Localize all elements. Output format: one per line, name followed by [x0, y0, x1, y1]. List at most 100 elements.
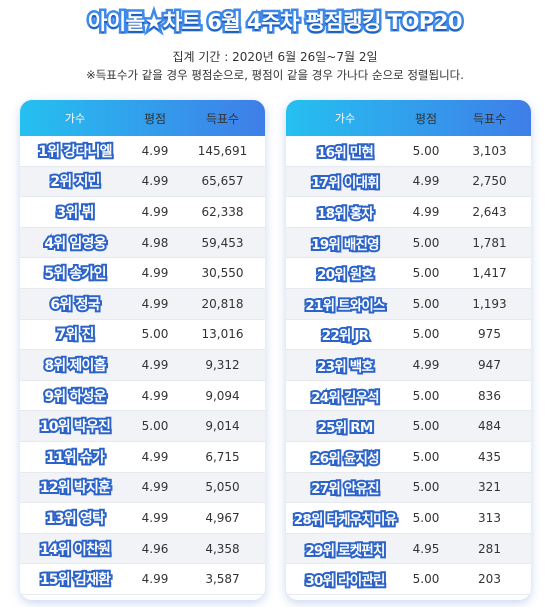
votes-value-cell: 4,358 — [180, 542, 265, 556]
rating-value-cell: 5.00 — [404, 511, 448, 525]
rating-value: 4.99 — [141, 174, 169, 189]
votes-value-cell: 145,691 — [180, 144, 265, 158]
votes-value: 1,781 — [472, 235, 507, 250]
votes-value-cell: 13,016 — [180, 327, 265, 341]
singer-name: 21위 트와이스 — [303, 296, 387, 316]
singer-name: 7위 진 — [54, 325, 96, 345]
singer-name: 1위 강다니엘 — [36, 142, 114, 162]
votes-value: 2,643 — [472, 204, 507, 219]
rating-value-cell: 5.00 — [404, 450, 448, 464]
votes-value: 1,193 — [472, 296, 507, 311]
header-singer: 가수 — [334, 112, 356, 125]
singer-name-cell: 26위 윤지성 — [286, 447, 404, 469]
rating-value: 4.95 — [412, 541, 440, 556]
period-text: 집계 기간 : 2020년 6월 26일~7월 2일 — [172, 50, 378, 64]
rating-value: 4.99 — [141, 480, 169, 495]
singer-name: 4위 임영웅 — [42, 234, 108, 254]
rating-value: 4.99 — [141, 296, 169, 311]
singer-name-cell: 19위 배진영 — [286, 233, 404, 255]
votes-value: 2,750 — [472, 174, 507, 189]
table-row: 29위 로켓펀치 4.95 281 — [286, 533, 531, 565]
table-row: 30위 라이관린 5.00 203 — [286, 564, 531, 595]
votes-value-cell: 947 — [448, 358, 531, 372]
votes-value: 313 — [478, 510, 501, 525]
singer-name: 27위 안유진 — [309, 479, 381, 499]
votes-value: 5,050 — [205, 480, 240, 495]
table-row: 12위 박지훈 4.99 5,050 — [20, 472, 265, 504]
table-row: 15위 김재환 4.99 3,587 — [20, 564, 265, 595]
singer-name: 9위 하성운 — [42, 387, 108, 407]
rating-value-cell: 4.95 — [404, 542, 448, 556]
rating-value-cell: 4.99 — [130, 480, 180, 494]
table-row: 28위 타케우치미유 5.00 313 — [286, 503, 531, 534]
votes-value: 59,453 — [201, 235, 244, 250]
votes-value-cell: 321 — [448, 480, 531, 494]
singer-name: 26위 윤지성 — [309, 449, 381, 469]
votes-value: 13,016 — [201, 327, 244, 342]
votes-value: 1,417 — [472, 266, 507, 281]
votes-value-cell: 975 — [448, 327, 531, 341]
votes-value-cell: 1,417 — [448, 266, 531, 280]
singer-name: 15위 김재환 — [38, 570, 113, 590]
votes-value-cell: 484 — [448, 419, 531, 433]
rating-value-cell: 5.00 — [404, 389, 448, 403]
votes-value: 3,103 — [472, 143, 507, 158]
singer-name-cell: 15위 김재환 — [20, 569, 130, 590]
votes-value: 30,550 — [201, 266, 244, 281]
table-header: 가수 평점 득표수 — [20, 100, 265, 136]
rating-value-cell: 5.00 — [404, 266, 448, 280]
rating-value: 5.00 — [412, 266, 440, 281]
singer-name-cell: 5위 송가인 — [20, 263, 130, 284]
votes-value: 321 — [478, 480, 501, 495]
table-row: 19위 배진영 5.00 1,781 — [286, 227, 531, 259]
singer-name-cell: 24위 김우석 — [286, 386, 404, 408]
singer-name: 30위 라이관린 — [303, 571, 387, 591]
table-row: 27위 안유진 5.00 321 — [286, 472, 531, 504]
votes-value: 975 — [478, 327, 501, 342]
votes-value-cell: 30,550 — [180, 266, 265, 280]
votes-value-cell: 59,453 — [180, 236, 265, 250]
votes-value-cell: 281 — [448, 542, 531, 556]
votes-value: 65,657 — [201, 174, 244, 189]
table-row: 4위 임영웅 4.98 59,453 — [20, 227, 265, 259]
rating-value: 5.00 — [412, 235, 440, 250]
rating-value: 4.96 — [141, 541, 169, 556]
rating-value: 5.00 — [141, 419, 169, 434]
header-rating: 평점 — [414, 111, 438, 126]
singer-name-cell: 3위 뷔 — [20, 202, 130, 223]
singer-name-cell: 23위 백호 — [286, 355, 404, 377]
votes-value: 4,967 — [205, 510, 240, 525]
votes-value: 836 — [478, 388, 501, 403]
singer-name-cell: 13위 영탁 — [20, 508, 130, 529]
rating-value-cell: 4.99 — [130, 174, 180, 188]
table-row: 11위 슈가 4.99 6,715 — [20, 442, 265, 473]
votes-value-cell: 1,781 — [448, 236, 531, 250]
singer-name-cell: 20위 원호 — [286, 263, 404, 285]
singer-name-cell: 29위 로켓펀치 — [286, 539, 404, 561]
votes-value: 484 — [478, 419, 501, 434]
votes-value-cell: 6,715 — [180, 450, 265, 464]
votes-value-cell: 2,750 — [448, 174, 531, 188]
table-row: 23위 백호 4.99 947 — [286, 350, 531, 381]
votes-value: 62,338 — [201, 204, 244, 219]
rating-value-cell: 4.98 — [130, 236, 180, 250]
singer-name-cell: 6위 정국 — [20, 294, 130, 315]
rating-value-cell: 5.00 — [130, 327, 180, 341]
singer-name: 10위 박우진 — [38, 417, 113, 437]
rating-value-cell: 5.00 — [404, 480, 448, 494]
singer-name-cell: 4위 임영웅 — [20, 233, 130, 254]
rating-value-cell: 5.00 — [404, 572, 448, 586]
votes-value-cell: 435 — [448, 450, 531, 464]
table-row: 1위 강다니엘 4.99 145,691 — [20, 136, 265, 167]
singer-name-cell: 28위 타케우치미유 — [286, 508, 404, 530]
table-header: 가수 평점 득표수 — [286, 100, 531, 136]
table-row: 14위 이찬원 4.96 4,358 — [20, 533, 265, 565]
singer-name-cell: 7위 진 — [20, 324, 130, 345]
rating-value-cell: 4.99 — [130, 297, 180, 311]
rating-value: 5.00 — [412, 572, 440, 587]
table-row: 2위 지민 4.99 65,657 — [20, 166, 265, 198]
singer-name: 29위 로켓펀치 — [303, 541, 387, 561]
table-row: 25위 RM 5.00 484 — [286, 411, 531, 442]
singer-name: 13위 영탁 — [44, 509, 107, 529]
header-votes: 득표수 — [472, 111, 507, 126]
